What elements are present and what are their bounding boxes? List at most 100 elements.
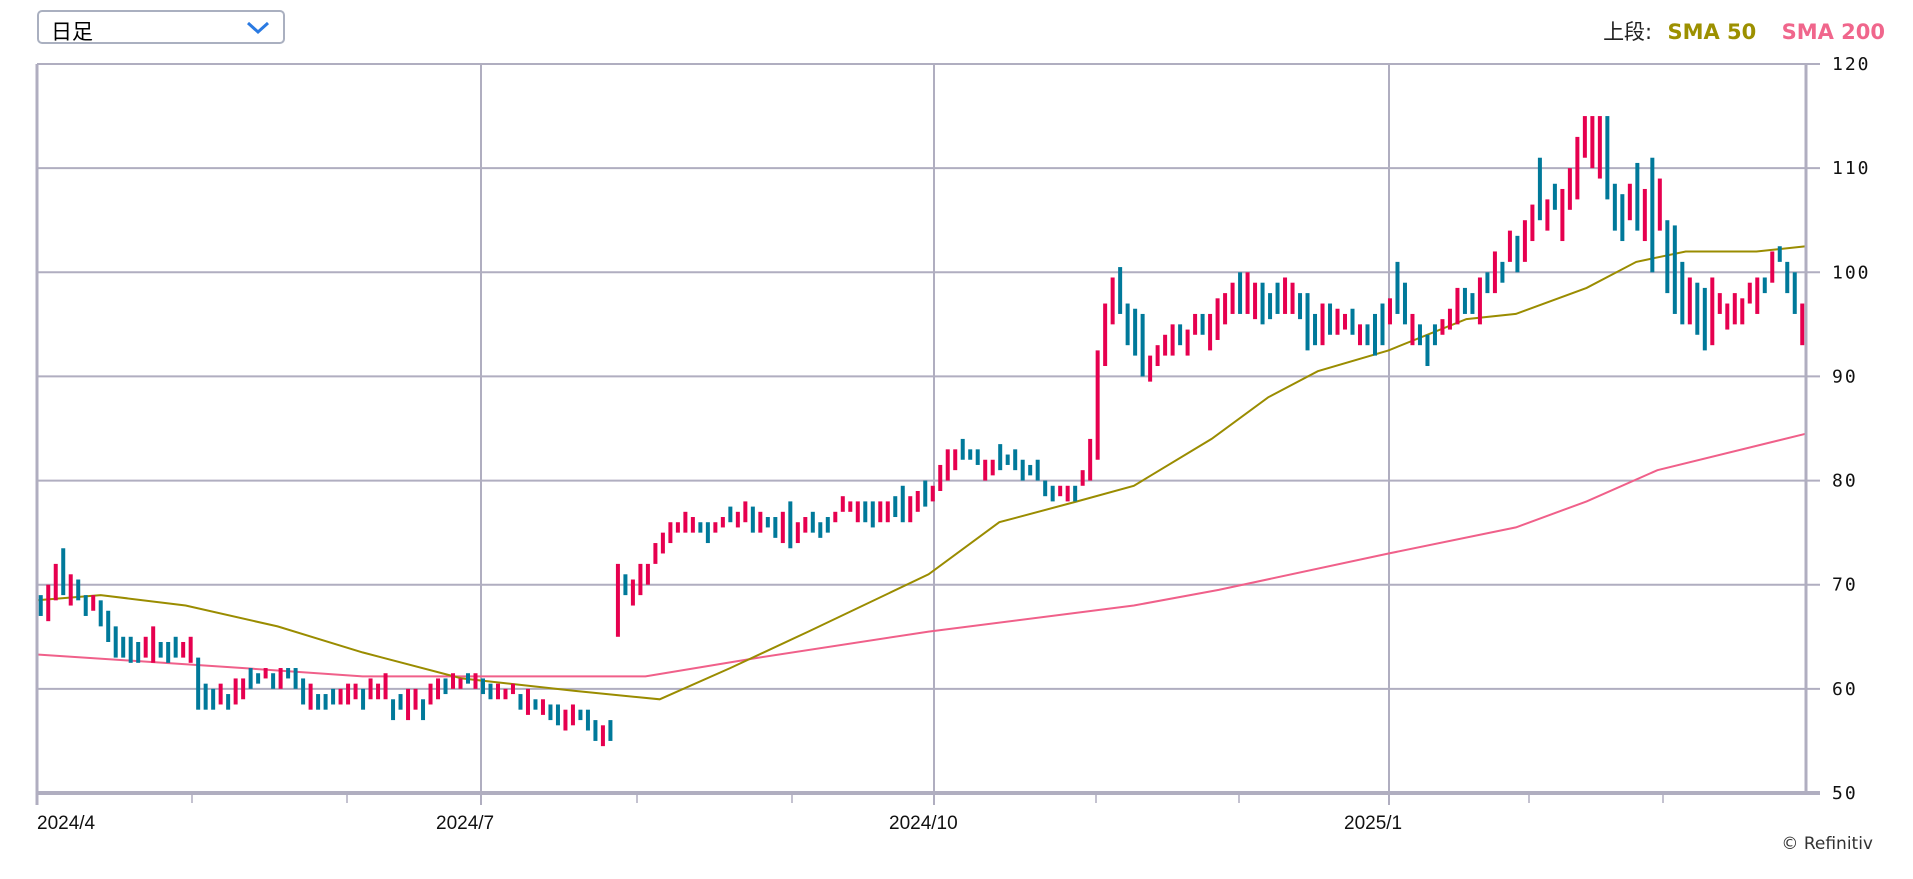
candle-up [683,511,688,533]
candle-down [960,438,965,460]
candle-up [1335,308,1340,335]
candle-up [46,584,51,622]
candle-up [1642,188,1647,242]
candle-up [1492,251,1497,294]
candle-down [1140,313,1145,377]
candle-down [1500,261,1505,283]
candle-up [1477,277,1482,325]
candle-down [1268,293,1273,320]
candle-down [121,636,126,658]
chevron-down-icon [246,21,270,35]
candle-down [900,485,905,523]
candle-down [623,574,628,596]
candle-up [1185,329,1190,356]
candle-up [1155,345,1160,367]
candle-down [1035,459,1040,481]
candle-up [915,490,920,512]
candle-down [1118,267,1123,314]
candle-up [338,688,343,705]
candle-down [466,673,471,684]
candle-up [346,683,351,705]
candle-down [893,496,898,518]
candle-up [600,725,605,747]
candle-up [675,522,680,533]
candle-up [1507,230,1512,262]
candle-down [1612,183,1617,231]
candle-up [473,673,478,689]
candle-up [570,704,575,726]
candle-up [1358,324,1363,346]
candle-up [1597,116,1602,179]
y-tick-label: 80 [1832,471,1858,492]
candle-down [398,694,403,710]
candle-down [1275,282,1280,314]
period-select[interactable]: 日足 [37,10,285,44]
candle-up [1530,204,1535,242]
candle-up [188,636,193,663]
candle-up [1290,282,1295,314]
candle-down [1650,157,1655,273]
candle-up [1657,178,1662,231]
candle-down [773,517,778,538]
candle-down [1605,116,1610,200]
sma200-line [36,432,1807,678]
candle-up [413,688,418,710]
candle-up [1710,277,1715,346]
candle-down [608,720,613,741]
candle-up [1058,485,1063,497]
candle-up [428,683,433,705]
candle-up [1215,298,1220,340]
candle-up [990,459,995,476]
candle-up [908,496,913,523]
candle-up [1560,188,1565,242]
y-tick-label: 60 [1832,679,1858,700]
candle-down [698,522,703,533]
candle-up [720,517,725,528]
candle-down [76,579,81,601]
candle-down [361,688,366,710]
candle-down [1133,308,1138,356]
candle-down [548,704,553,721]
candle-up [1687,277,1692,325]
candle-down [391,699,396,721]
legend-label: 上段: [1603,20,1653,44]
candle-up [383,673,388,700]
candle-up [563,709,568,731]
candle-up [1103,303,1108,367]
candle-down [1043,480,1048,497]
candle-down [301,678,306,705]
candle-up [983,459,988,481]
y-tick-label: 90 [1832,366,1858,387]
period-select-value: 日足 [51,20,93,44]
candle-up [458,678,463,689]
candle-up [1717,293,1722,314]
candle-up [503,688,508,700]
candle-down [256,673,261,684]
candle-down [316,694,321,710]
candle-up [1088,438,1093,481]
candle-down [1028,464,1033,476]
candle-down [1620,194,1625,242]
candle-down [136,641,141,663]
candle-down [1298,293,1303,320]
candle-up [1163,334,1168,356]
y-tick-label: 110 [1832,158,1871,179]
candle-up [451,673,456,689]
candle-down [1702,287,1707,351]
candle-down [1762,277,1767,294]
candle-down [1050,485,1055,502]
candle-up [1447,308,1452,330]
candle-down [1785,261,1790,294]
candle-down [998,444,1003,471]
candle-up [1253,282,1258,320]
candle-up [181,641,186,658]
candle-down [825,517,830,533]
candle-down [1365,324,1370,346]
candle-up [930,485,935,502]
candle-down [61,548,66,596]
candle-up [803,517,808,533]
candle-down [128,636,133,663]
candle-up [1440,319,1445,335]
candle-down [1417,324,1422,346]
candle-up [278,668,283,689]
